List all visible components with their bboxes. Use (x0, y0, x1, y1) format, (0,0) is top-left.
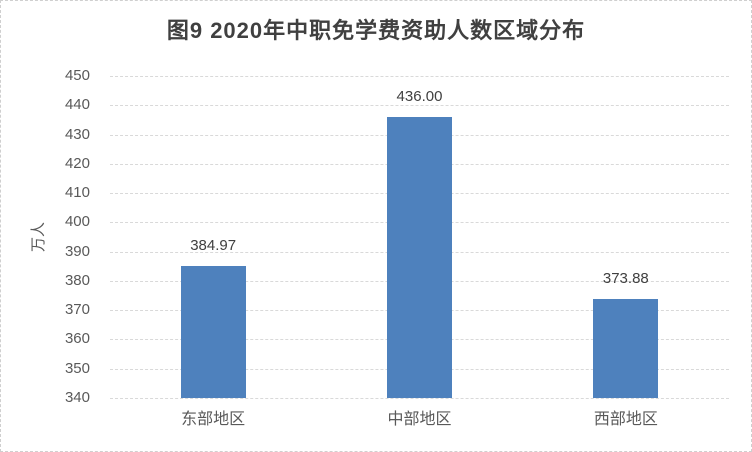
y-tick-label: 350 (64, 359, 90, 377)
y-tick-label: 340 (64, 389, 90, 406)
y-tick-label: 390 (64, 242, 90, 260)
bar (387, 116, 452, 398)
gridline (110, 76, 729, 77)
gridline (110, 398, 729, 399)
y-tick-label: 430 (64, 125, 90, 143)
y-tick-label: 420 (64, 154, 90, 172)
x-category-label: 中部地区 (387, 411, 452, 428)
bar-data-label: 384.97 (190, 237, 237, 255)
y-tick-label: 440 (64, 96, 90, 114)
plot-area: 384.97 436.00 373.88 (110, 76, 729, 399)
x-category-label: 西部地区 (593, 411, 658, 428)
y-tick-label: 450 (64, 67, 90, 84)
x-category-label: 东部地区 (181, 411, 246, 428)
chart-title: 图9 2020年中职免学费资助人数区域分布 (166, 18, 586, 43)
y-tick-label: 360 (64, 330, 90, 348)
bar (593, 298, 659, 398)
y-tick-label: 380 (64, 271, 90, 289)
bar (180, 266, 246, 398)
bar-data-label: 373.88 (602, 269, 649, 287)
y-tick-label: 400 (64, 213, 90, 231)
y-tick-label: 370 (64, 301, 90, 319)
gridline (110, 105, 729, 107)
y-tick-label: 410 (64, 184, 90, 202)
bar-data-label: 436.00 (396, 87, 443, 105)
